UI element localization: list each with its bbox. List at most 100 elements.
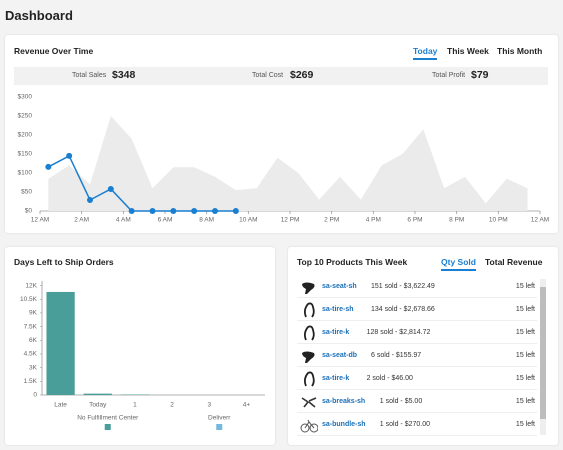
summary-bar: Total Sales $348 Total Cost $269 Total P… [14, 67, 548, 85]
product-left: 15 left [515, 352, 535, 359]
point [149, 208, 156, 214]
x-tick-label: 4 AM [116, 217, 131, 224]
row-divider [297, 435, 537, 436]
y-tick-label: 4.5K [24, 351, 38, 358]
product-name[interactable]: sa-seat-db [322, 352, 358, 359]
x-tick-label: 8 AM [199, 217, 214, 224]
scrollbar-thumb[interactable] [540, 287, 546, 419]
product-detail: 1 sold - $270.00 [379, 421, 430, 428]
x-tick-label: 4+ [243, 402, 251, 409]
summary-value: $79 [471, 69, 489, 81]
card-title: Revenue Over Time [14, 46, 94, 56]
product-icon [303, 371, 315, 387]
product-left: 15 left [515, 329, 535, 336]
x-tick-label: 12 PM [281, 217, 300, 224]
product-name[interactable]: sa-tire-k [322, 329, 350, 336]
product-row[interactable]: sa-bundle-sh 1 sold - $270.00 15 left [297, 414, 537, 436]
y-tick-label: $200 [18, 132, 33, 139]
point [170, 208, 177, 214]
tab[interactable]: This Week [447, 46, 489, 56]
point [66, 152, 73, 159]
product-row[interactable]: sa-seat-db 6 sold - $155.97 15 left [297, 345, 537, 367]
scrollbar-track [540, 279, 546, 435]
product-name[interactable]: sa-seat-sh [322, 283, 357, 290]
x-tick-label: 12 AM [31, 217, 49, 224]
product-detail: 2 sold - $46.00 [366, 375, 413, 382]
x-tick-label: 10 PM [489, 217, 508, 224]
y-tick-label: 9K [29, 310, 38, 317]
summary-value: $348 [112, 69, 136, 81]
x-tick-label: Late [54, 402, 67, 409]
y-tick-label: 7.5K [24, 323, 38, 330]
product-detail: 6 sold - $155.97 [371, 352, 422, 359]
summary-label: Total Cost [252, 72, 284, 79]
product-row[interactable]: sa-tire-k 128 sold - $2,814.72 15 left [297, 322, 537, 344]
y-tick-label: 0 [33, 392, 37, 399]
product-icon [303, 325, 315, 341]
point [232, 208, 239, 214]
y-tick-label: 3K [29, 364, 38, 371]
legend-swatch [104, 424, 111, 430]
product-icon [302, 282, 315, 294]
tab[interactable]: Qty Sold [441, 257, 476, 271]
product-list: sa-seat-sh 151 sold - $3,622.49 15 left sa-… [297, 276, 547, 440]
x-tick-label: 6 PM [407, 217, 422, 224]
product-left: 15 left [515, 421, 535, 428]
x-tick-label: 2 [170, 402, 174, 409]
card-title: Days Left to Ship Orders [14, 257, 114, 267]
summary-value: $269 [290, 69, 314, 81]
product-row[interactable]: sa-seat-sh 151 sold - $3,622.49 15 left [297, 276, 537, 298]
bar [83, 393, 112, 395]
legend-label: No Fulfillment Center [77, 415, 139, 422]
product-name[interactable]: sa-tire-sh [322, 306, 354, 313]
area [48, 116, 528, 211]
x-tick-label: 6 AM [158, 217, 173, 224]
point [87, 196, 93, 203]
product-name[interactable]: sa-breaks-sh [322, 398, 366, 405]
y-tick-label: 6K [29, 337, 38, 344]
x-tick-label: 4 PM [366, 217, 381, 224]
x-tick-label: 1 [133, 402, 137, 409]
tab[interactable]: Total Revenue [485, 257, 543, 267]
page-title: Dashboard [5, 8, 73, 23]
product-icon [301, 397, 317, 408]
product-name[interactable]: sa-tire-k [322, 375, 350, 382]
tab[interactable]: This Month [497, 46, 543, 56]
legend-swatch [216, 424, 223, 430]
product-left: 15 left [515, 375, 535, 382]
card-title: Top 10 Products This Week [297, 257, 408, 267]
row-divider [297, 320, 537, 321]
y-tick-label: $300 [18, 94, 33, 101]
point [45, 163, 52, 170]
row-divider [297, 343, 537, 344]
x-tick-label: Today [89, 402, 107, 409]
y-tick-label: 10.5K [20, 296, 38, 303]
summary-label: Total Profit [432, 72, 466, 79]
y-tick-label: $150 [18, 151, 33, 158]
x-tick-label: 12 AM [531, 217, 549, 224]
point [212, 208, 218, 214]
product-row[interactable]: sa-tire-sh 134 sold - $2,678.66 15 left [297, 299, 537, 321]
product-detail: 151 sold - $3,622.49 [371, 283, 435, 290]
y-tick-label: 12K [25, 282, 37, 289]
product-name[interactable]: sa-bundle-sh [322, 421, 366, 428]
row-divider [297, 412, 537, 413]
product-detail: 134 sold - $2,678.66 [371, 306, 435, 313]
bar [46, 291, 75, 395]
product-row[interactable]: sa-tire-k 2 sold - $46.00 15 left [297, 368, 537, 390]
product-row[interactable]: sa-breaks-sh 1 sold - $5.00 15 left [297, 391, 537, 413]
product-left: 15 left [515, 398, 535, 405]
tab[interactable]: Today [413, 46, 438, 60]
product-left: 15 left [515, 283, 535, 290]
y-tick-label: $100 [18, 170, 33, 177]
row-divider [297, 389, 537, 390]
summary-label: Total Sales [72, 72, 107, 79]
y-tick-label: 1.5K [24, 378, 38, 385]
x-tick-label: 8 PM [449, 217, 464, 224]
product-detail: 1 sold - $5.00 [379, 398, 423, 405]
x-tick-label: 10 AM [239, 217, 257, 224]
point [107, 185, 114, 192]
product-left: 15 left [515, 306, 535, 313]
y-tick-label: $0 [25, 208, 33, 215]
